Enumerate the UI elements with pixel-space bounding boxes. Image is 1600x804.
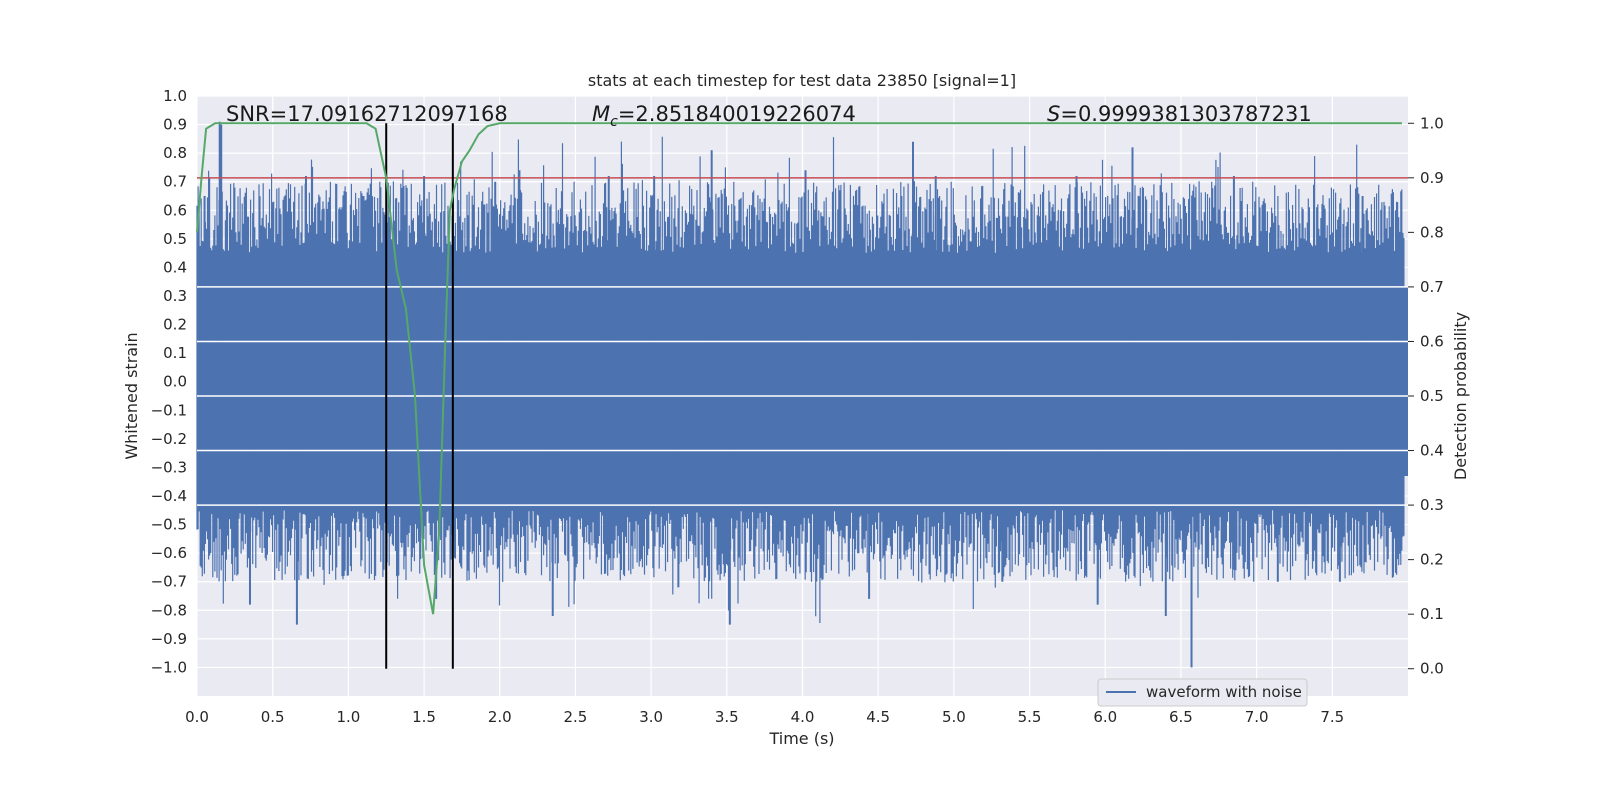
x-tick-label: 0.0 — [185, 708, 209, 726]
x-axis-label: Time (s) — [768, 729, 834, 748]
y2-tick-label: 0.7 — [1420, 278, 1444, 296]
y-tick-label: 0.6 — [163, 201, 187, 219]
y-tick-label: −1.0 — [151, 658, 187, 676]
chirp-mass-annotation: Mc=2.851840019226074 — [592, 102, 856, 130]
y-tick-label: 0.8 — [163, 144, 187, 162]
y-tick-label: −0.8 — [151, 601, 187, 619]
x-tick-label: 1.5 — [412, 708, 436, 726]
x-tick-label: 5.5 — [1018, 708, 1042, 726]
y-tick-label: −0.1 — [151, 401, 187, 419]
x-tick-label: 3.5 — [715, 708, 739, 726]
y-axis-label: Whitened strain — [122, 332, 141, 459]
score-value: =0.9999381303787231 — [1060, 102, 1311, 126]
y-ticks: 1.0 0.9 0.8 0.7 0.6 0.5 0.4 0.3 0.2 0.1 0.0 −0.1 −0.… — [151, 87, 187, 676]
y-tick-label: −0.9 — [151, 630, 187, 648]
x-tick-label: 5.0 — [942, 708, 966, 726]
x-tick-label: 4.5 — [866, 708, 890, 726]
x-tick-label: 1.0 — [336, 708, 360, 726]
y2-tick-label: 0.6 — [1420, 332, 1444, 350]
probability-line — [196, 122, 1402, 615]
y-tick-label: −0.5 — [151, 516, 187, 534]
chirp-mass-symbol: M — [592, 102, 610, 126]
score-symbol: S — [1047, 102, 1060, 126]
waveform-series — [196, 121, 1408, 668]
x-tick-label: 3.0 — [639, 708, 663, 726]
legend-label: waveform with noise — [1146, 683, 1302, 701]
y-tick-label: −0.6 — [151, 544, 187, 562]
score-annotation: S=0.9999381303787231 — [1047, 102, 1312, 126]
x-ticks: 0.0 0.5 1.0 1.5 2.0 2.5 3.0 3.5 4.0 4.5 5.0 5.5 6.0 6… — [185, 708, 1344, 726]
x-tick-label: 6.5 — [1169, 708, 1193, 726]
y-tick-label: −0.7 — [151, 573, 187, 591]
y-tick-label: −0.2 — [151, 430, 187, 448]
y2-tick-label: 0.1 — [1420, 605, 1444, 623]
y-tick-label: 0.7 — [163, 173, 187, 191]
y-tick-label: −0.3 — [151, 458, 187, 476]
chirp-mass-subscript: c — [610, 114, 618, 130]
y2-tick-label: 1.0 — [1420, 114, 1444, 132]
y-tick-label: −0.4 — [151, 487, 187, 505]
y2-tick-label: 0.8 — [1420, 223, 1444, 241]
chirp-mass-value: =2.851840019226074 — [618, 102, 856, 126]
y-tick-label: 0.9 — [163, 116, 187, 134]
y-tick-label: 0.2 — [163, 316, 187, 334]
x-tick-label: 7.0 — [1245, 708, 1269, 726]
y2-tick-label: 0.0 — [1420, 660, 1444, 678]
y2-tick-label: 0.9 — [1420, 169, 1444, 187]
y-tick-label: 1.0 — [163, 87, 187, 105]
y2-tick-label: 0.4 — [1420, 442, 1444, 460]
y2-ticks: 1.0 0.9 0.8 0.7 0.6 0.5 0.4 0.3 0.2 0.1 0.0 — [1408, 114, 1444, 678]
y-tick-label: 0.0 — [163, 373, 187, 391]
y-tick-label: 0.4 — [163, 258, 187, 276]
overlays — [196, 122, 1408, 669]
x-tick-label: 2.0 — [488, 708, 512, 726]
y2-tick-label: 0.5 — [1420, 387, 1444, 405]
y2-axis-label: Detection probability — [1451, 312, 1470, 480]
chart-title: stats at each timestep for test data 238… — [588, 71, 1016, 90]
waveform-core-band — [197, 287, 1408, 476]
x-tick-label: 6.0 — [1093, 708, 1117, 726]
x-tick-label: 0.5 — [261, 708, 285, 726]
legend-box — [1097, 678, 1308, 707]
y-tick-label: 0.3 — [163, 287, 187, 305]
x-tick-label: 2.5 — [564, 708, 588, 726]
y-tick-label: 0.5 — [163, 230, 187, 248]
y2-tick-label: 0.3 — [1420, 496, 1444, 514]
legend: waveform with noise — [1097, 678, 1308, 707]
snr-annotation: SNR=17.09162712097168 — [226, 102, 508, 126]
x-tick-label: 4.0 — [791, 708, 815, 726]
y-tick-label: 0.1 — [163, 344, 187, 362]
x-tick-label: 7.5 — [1320, 708, 1344, 726]
y2-tick-label: 0.2 — [1420, 551, 1444, 569]
